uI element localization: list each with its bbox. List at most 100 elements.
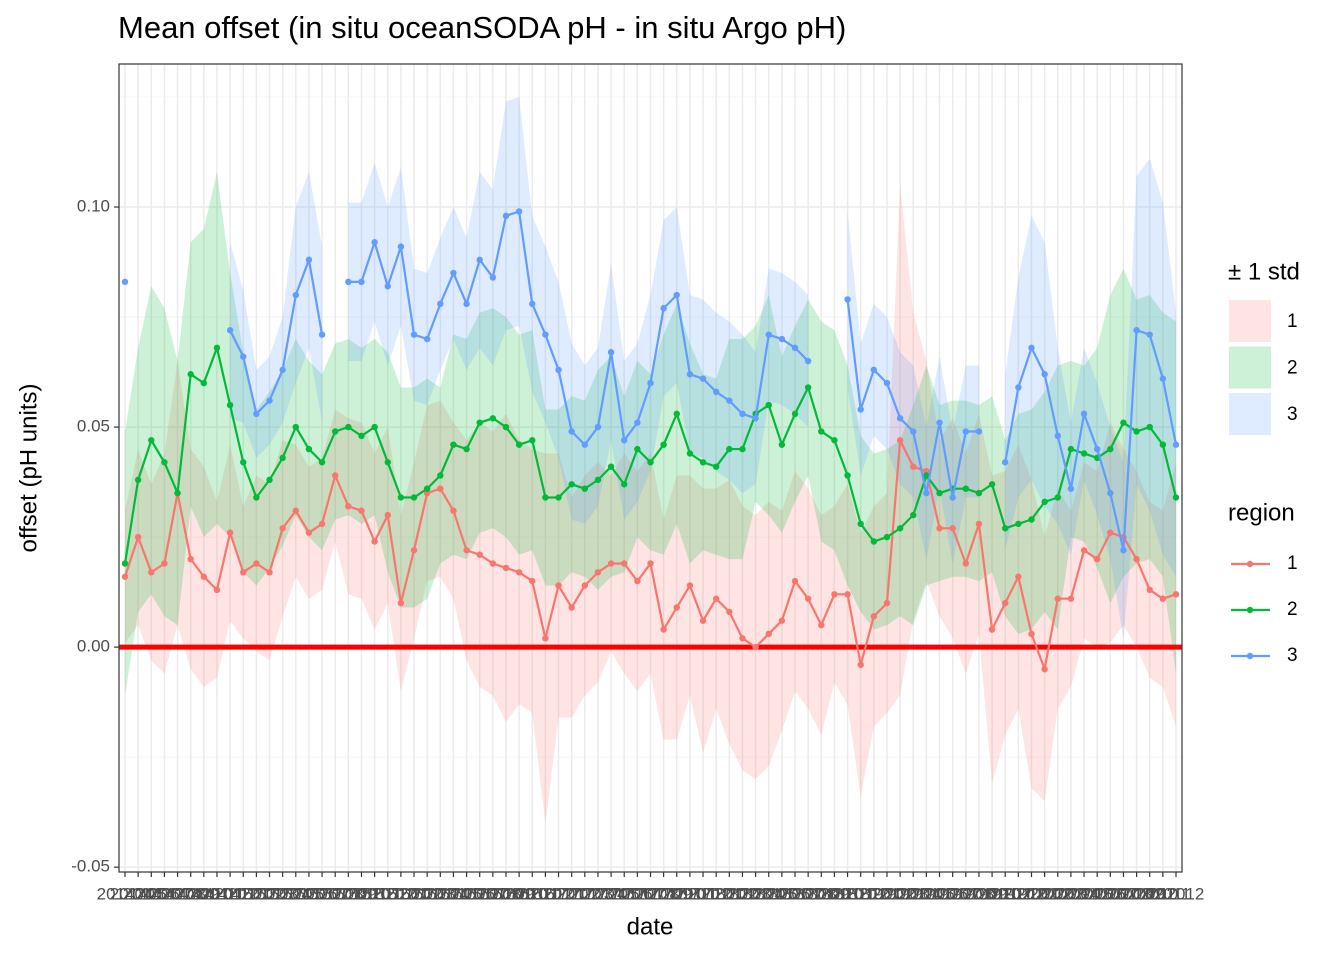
x-tick-label: 201911: [977, 884, 1032, 903]
data-point: [673, 410, 680, 418]
x-tick-label: 201409: [162, 884, 219, 903]
x-tick-label: 201408: [149, 884, 206, 903]
data-point: [384, 459, 391, 466]
x-tick-label: 201405: [110, 884, 167, 903]
x-tick-label: 201610: [491, 884, 548, 903]
data-point: [1067, 595, 1075, 602]
series-line: [229, 255, 324, 417]
data-point: [463, 445, 470, 453]
data-point: [384, 283, 391, 290]
x-tick-label: 201505: [267, 884, 324, 903]
x-tick-label: 201908: [937, 884, 994, 903]
data-point: [292, 291, 299, 299]
data-point: [476, 551, 483, 558]
data-point: [607, 349, 615, 356]
x-tick-label: 201609: [478, 884, 535, 903]
x-tick-label: 201803: [714, 884, 771, 903]
data-point: [1120, 547, 1127, 554]
data-point: [332, 472, 339, 479]
data-point: [712, 463, 720, 470]
x-tick-label: 201703: [556, 884, 613, 903]
data-point: [371, 423, 378, 431]
data-point: [1120, 419, 1127, 426]
data-point: [1015, 573, 1022, 580]
x-tick-label: 202002: [1016, 884, 1073, 903]
legend-label: 2: [1287, 599, 1298, 620]
data-point: [121, 278, 129, 286]
data-point: [279, 366, 286, 374]
data-point: [1002, 459, 1009, 466]
data-point: [371, 239, 378, 246]
x-tick-label: 201608: [464, 884, 521, 903]
x-tick-label: 202012: [1148, 884, 1205, 903]
data-point: [910, 428, 917, 435]
data-point: [397, 494, 405, 501]
data-point: [423, 335, 431, 343]
data-point: [450, 507, 457, 514]
data-point: [726, 608, 733, 616]
legend-title: region: [1228, 499, 1295, 526]
x-tick-label: 202007: [1082, 884, 1139, 903]
data-point: [568, 604, 575, 611]
data-point: [240, 353, 247, 360]
x-tick-label: 202011: [1135, 884, 1190, 903]
data-point: [1041, 665, 1048, 673]
data-point: [949, 525, 956, 532]
data-point: [686, 450, 694, 457]
x-tick-label: 201506: [281, 884, 338, 903]
data-point: [148, 569, 155, 576]
data-point: [686, 582, 694, 589]
data-point: [318, 459, 326, 466]
data-point: [752, 415, 759, 422]
data-point: [1080, 410, 1088, 418]
x-tick-label: 201602: [386, 884, 443, 903]
data-point: [1172, 591, 1180, 598]
data-point: [1146, 586, 1153, 594]
data-point: [423, 485, 431, 492]
y-tick-label: 0.05: [77, 417, 110, 436]
ribbon-legend-label: 3: [1287, 404, 1298, 425]
data-point: [988, 481, 996, 488]
data-point: [542, 331, 549, 338]
data-point: [962, 485, 969, 492]
x-tick-label: 202010: [1121, 884, 1178, 903]
data-point: [1080, 547, 1088, 554]
data-point: [345, 423, 352, 431]
data-point: [896, 415, 904, 422]
x-tick-label: 201503: [241, 884, 298, 903]
data-point: [712, 388, 720, 396]
x-tick-label: 201811: [820, 884, 875, 903]
data-point: [607, 463, 615, 470]
x-tick-label: 201411: [189, 884, 244, 903]
std-ribbon: [1005, 158, 1176, 639]
data-point: [410, 547, 418, 554]
data-point: [673, 291, 680, 299]
data-point: [200, 573, 208, 580]
x-tick-label: 201704: [570, 884, 627, 903]
data-point: [883, 599, 891, 607]
std-ribbon: [847, 211, 979, 564]
data-point: [818, 621, 825, 629]
data-point: [1093, 445, 1101, 453]
x-tick-label: 201907: [924, 884, 981, 903]
data-point: [161, 560, 168, 567]
data-point: [936, 419, 943, 426]
x-tick-label: 201711: [662, 884, 717, 903]
data-point: [1133, 428, 1140, 435]
data-point: [647, 560, 654, 567]
data-point: [791, 344, 799, 352]
x-tick-label: 201806: [754, 884, 811, 903]
data-point: [975, 520, 983, 528]
data-point: [345, 278, 352, 286]
x-tick-label: 201601: [373, 884, 430, 903]
x-tick-label: 201903: [872, 884, 929, 903]
data-point: [266, 397, 273, 404]
x-tick-label: 201708: [622, 884, 679, 903]
data-point: [1002, 599, 1009, 607]
data-point: [555, 582, 562, 589]
data-point: [174, 489, 181, 497]
x-tick-label: 201510: [333, 884, 390, 903]
data-point: [358, 432, 365, 440]
x-tick-label: 201709: [635, 884, 692, 903]
axes: -0.05 0.00 0.05 0.10 20140420140520140620140…: [71, 197, 1204, 904]
